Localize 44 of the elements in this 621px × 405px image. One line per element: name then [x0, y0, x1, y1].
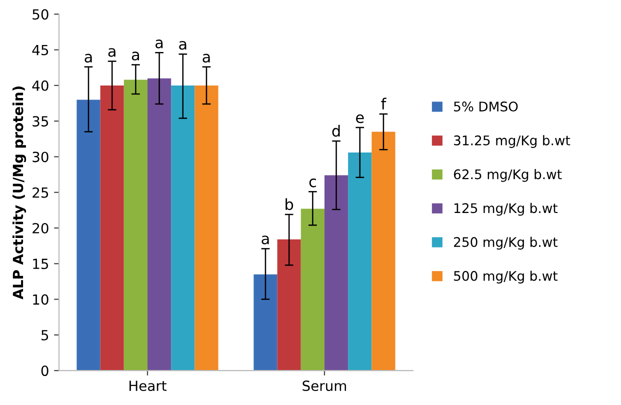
legend-label: 31.25 mg/Kg b.wt [454, 135, 570, 148]
annotation: a [156, 40, 163, 48]
bar [348, 152, 372, 371]
bar [254, 274, 278, 371]
annotation: a [84, 54, 92, 63]
annotation: f [381, 98, 386, 110]
bar [147, 78, 172, 371]
bar [300, 208, 324, 371]
bar [76, 100, 100, 371]
legend-label: 250 mg/Kg b.wt [454, 236, 558, 250]
y-tick-label: 5 [42, 330, 48, 340]
bar [324, 175, 348, 371]
y-tick-label: 40 [32, 80, 48, 91]
annotation: a [108, 48, 116, 57]
annotation: c [309, 178, 316, 188]
legend-label: 62.5 mg/Kg b.wt [454, 169, 562, 182]
bar [277, 239, 301, 371]
legend-label: 5% DMSO [454, 102, 518, 112]
y-tick-label: 30 [32, 152, 48, 162]
y-tick-label: 25 [32, 187, 48, 198]
bar [372, 132, 396, 371]
annotation: a [262, 236, 269, 244]
annotation: b [286, 198, 294, 210]
bar [194, 85, 218, 371]
annotation: a [179, 40, 186, 50]
annotation: a [132, 52, 139, 60]
x-tick-label: Heart [130, 380, 166, 392]
legend-label: 125 mg/Kg b.wt [454, 202, 558, 216]
y-tick-label: 20 [32, 222, 48, 234]
y-axis-title: ALP Activity (U/Mg protein) [12, 86, 26, 300]
y-tick-label: 10 [33, 294, 48, 305]
y-tick-label: 50 [32, 9, 48, 20]
y-tick-label: 15 [33, 258, 48, 270]
y-tick-label: 35 [32, 116, 48, 127]
y-tick-label: 0 [41, 366, 48, 376]
annotation: d [332, 124, 340, 137]
bar [171, 85, 195, 371]
x-tick-label: Serum [302, 380, 346, 392]
bar [124, 80, 148, 371]
bar [100, 85, 124, 371]
y-tick-label: 45 [32, 44, 48, 56]
legend-label: 500 mg/Kg b.wt [454, 270, 558, 284]
annotation: e [356, 114, 364, 124]
annotation: a [202, 54, 210, 63]
